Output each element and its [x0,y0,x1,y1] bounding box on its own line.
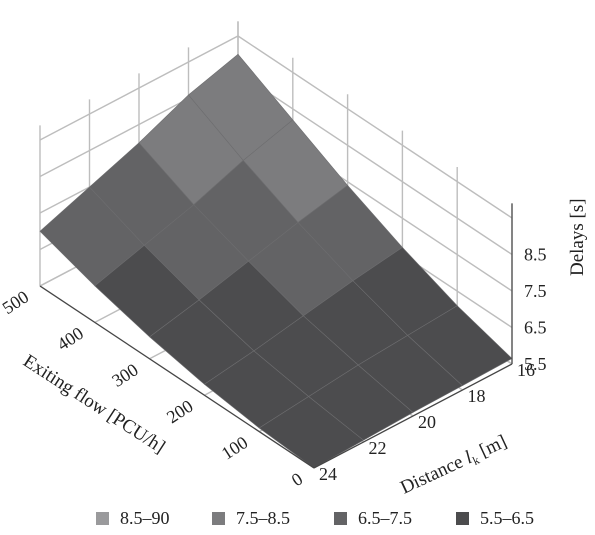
exiting-flow-tick-label: 100 [218,432,252,463]
exiting-flow-tick-label: 200 [163,396,197,427]
legend: 8.5–90 7.5–8.5 6.5–7.5 5.5–6.5 [96,508,534,528]
legend-item: 7.5–8.5 [212,508,290,528]
legend-swatch [212,512,225,525]
exiting-flow-tick-label: 400 [53,323,87,354]
legend-label: 8.5–90 [120,508,170,528]
distance-tick-label: 18 [468,386,486,406]
surface-plot [39,53,513,469]
distance-axis-title-sub: k [470,453,481,468]
legend-item: 8.5–90 [96,508,170,528]
delays-ticks: 8.5 7.5 6.5 5.5 [524,245,547,375]
delays-axis-title: Delays [s] [567,198,588,276]
distance-ticks: 24 22 20 18 16 [319,360,535,484]
distance-axis-line [313,363,513,469]
exiting-flow-tick-label: 300 [108,359,142,390]
distance-tick-label: 16 [517,360,535,380]
exiting-flow-tick-label: 500 [0,287,32,318]
surface-cell [407,305,513,386]
gridline-delay-9.5 [39,35,513,219]
legend-item: 5.5–6.5 [456,508,534,528]
legend-swatch [456,512,469,525]
distance-tick-label: 22 [369,438,387,458]
distance-axis-title: Distance lk [m] [397,431,511,500]
exiting-flow-axis-line [39,285,315,469]
legend-swatch [334,512,347,525]
exiting-flow-tick-label: 0 [288,469,306,491]
legend-label: 6.5–7.5 [358,508,412,528]
delays-tick-label: 5.5 [524,354,547,374]
distance-tick-label: 24 [319,464,337,484]
distance-tick-label: 20 [418,412,436,432]
legend-swatch [96,512,109,525]
distance-axis-title-prefix: Distance [397,449,470,498]
delays-tick-label: 7.5 [524,281,547,301]
delays-tick-label: 6.5 [524,318,547,338]
legend-item: 6.5–7.5 [334,508,412,528]
legend-label: 7.5–8.5 [236,508,290,528]
delays-tick-label: 8.5 [524,245,547,265]
distance-axis-title-suffix: [m] [472,431,510,464]
exiting-flow-axis-title: Exiting flow [PCU/h] [19,351,169,458]
chart-frame [39,203,513,469]
legend-label: 5.5–6.5 [480,508,534,528]
